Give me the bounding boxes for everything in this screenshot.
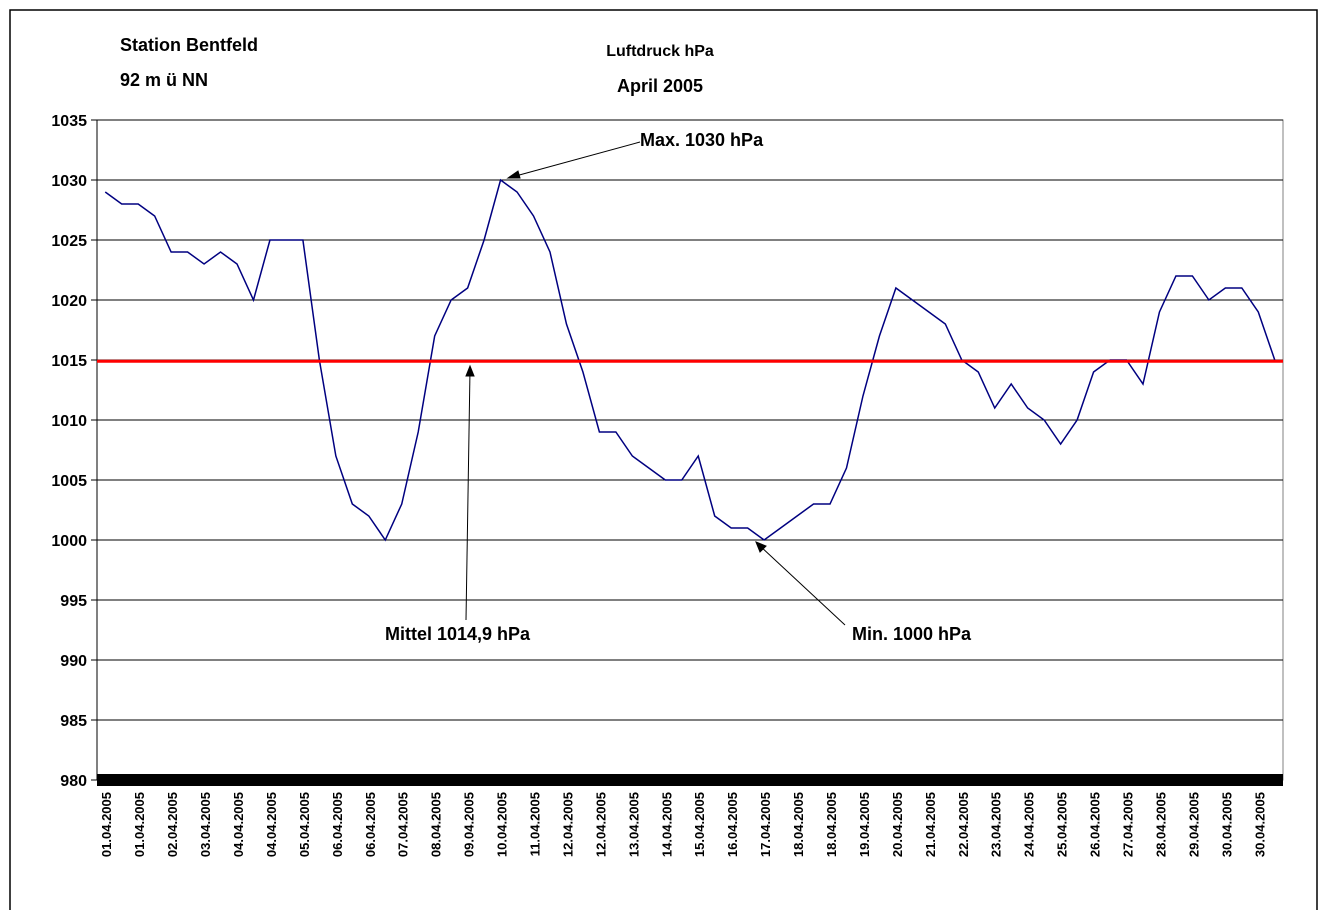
chart-border — [9, 9, 1318, 910]
y-tick-label: 1005 — [51, 473, 87, 490]
x-tick-label: 11.04.2005 — [528, 792, 543, 856]
y-tick-label: 1010 — [51, 413, 87, 430]
x-tick-label: 05.04.2005 — [297, 792, 312, 857]
x-tick-label: 14.04.2005 — [659, 792, 674, 857]
x-tick-label: 02.04.2005 — [165, 792, 180, 857]
x-tick-label: 04.04.2005 — [264, 792, 279, 857]
x-tick-label: 29.04.2005 — [1186, 792, 1201, 857]
plot-area — [96, 119, 1284, 781]
x-tick-label: 22.04.2005 — [956, 792, 971, 857]
x-tick-label: 12.04.2005 — [560, 792, 575, 857]
x-tick-label: 04.04.2005 — [231, 792, 246, 857]
y-tick-label: 1000 — [51, 533, 87, 550]
annotation-arrows — [465, 141, 846, 626]
y-tick-label: 1025 — [51, 233, 87, 250]
x-tick-label: 01.04.2005 — [132, 792, 147, 857]
y-tick-label: 995 — [60, 593, 87, 610]
y-tick-label: 1015 — [51, 353, 87, 370]
x-tick-label: 06.04.2005 — [363, 792, 378, 857]
x-tick-label: 27.04.2005 — [1121, 792, 1136, 857]
x-tick-label: 23.04.2005 — [989, 792, 1004, 857]
x-tick-label: 09.04.2005 — [462, 792, 477, 857]
x-tick-label: 01.04.2005 — [99, 792, 114, 857]
x-tick-label: 30.04.2005 — [1219, 792, 1234, 857]
y-tick-label: 985 — [60, 713, 87, 730]
x-tick-label: 17.04.2005 — [758, 792, 773, 857]
x-tick-label: 21.04.2005 — [923, 792, 938, 857]
elevation: 92 m ü NN — [120, 70, 208, 90]
x-tick-label: 10.04.2005 — [495, 792, 510, 857]
y-tick-label: 1020 — [51, 293, 87, 310]
x-tick-label: 03.04.2005 — [198, 792, 213, 857]
x-tick-label: 13.04.2005 — [626, 792, 641, 857]
x-tick-label: 15.04.2005 — [692, 792, 707, 857]
chart-title: Luftdruck hPa — [606, 43, 714, 60]
mean-annotation: Mittel 1014,9 hPa — [385, 624, 531, 644]
pressure-line — [104, 178, 1276, 542]
x-tick-label: 19.04.2005 — [857, 792, 872, 857]
x-tick-label: 28.04.2005 — [1153, 792, 1168, 857]
x-tick-label: 07.04.2005 — [396, 792, 411, 857]
x-tick-label: 24.04.2005 — [1022, 792, 1037, 857]
x-tick-label: 12.04.2005 — [593, 792, 608, 857]
station: Station Bentfeld — [120, 35, 258, 55]
y-tick-label: 980 — [60, 773, 87, 790]
x-tick-label: 18.04.2005 — [791, 792, 806, 857]
x-tick-label: 16.04.2005 — [725, 792, 740, 857]
x-tick-label: 18.04.2005 — [824, 792, 839, 857]
x-axis-bar — [97, 774, 1283, 786]
x-tick-label: 20.04.2005 — [890, 792, 905, 857]
x-tick-label: 06.04.2005 — [330, 792, 345, 857]
y-tick-label: 1030 — [51, 173, 87, 190]
max-annotation: Max. 1030 hPa — [640, 130, 764, 150]
chart-subtitle: April 2005 — [617, 76, 703, 96]
x-tick-label: 08.04.2005 — [429, 792, 444, 857]
x-tick-label: 25.04.2005 — [1055, 792, 1070, 857]
min-annotation: Min. 1000 hPa — [852, 624, 972, 644]
y-tick-label: 1035 — [51, 113, 87, 130]
y-tick-label: 990 — [60, 653, 87, 670]
x-tick-label: 26.04.2005 — [1088, 792, 1103, 857]
x-tick-label: 30.04.2005 — [1252, 792, 1267, 857]
